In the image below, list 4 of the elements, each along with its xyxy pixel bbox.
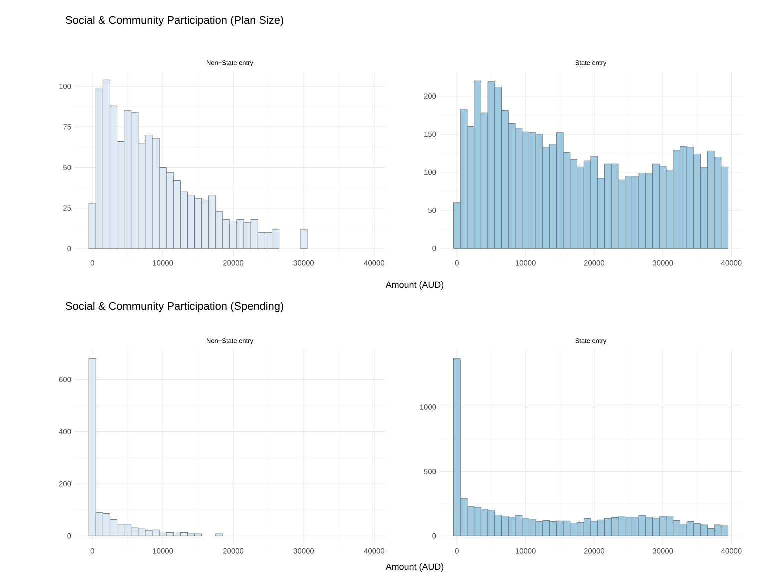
x-axis-title: Amount (AUD) bbox=[386, 564, 444, 572]
chart-title: Social & Community Participation (Plan Size) bbox=[66, 16, 284, 26]
chart-title: Social & Community Participation (Spending) bbox=[66, 302, 284, 312]
x-axis-title: Amount (AUD) bbox=[386, 281, 444, 290]
